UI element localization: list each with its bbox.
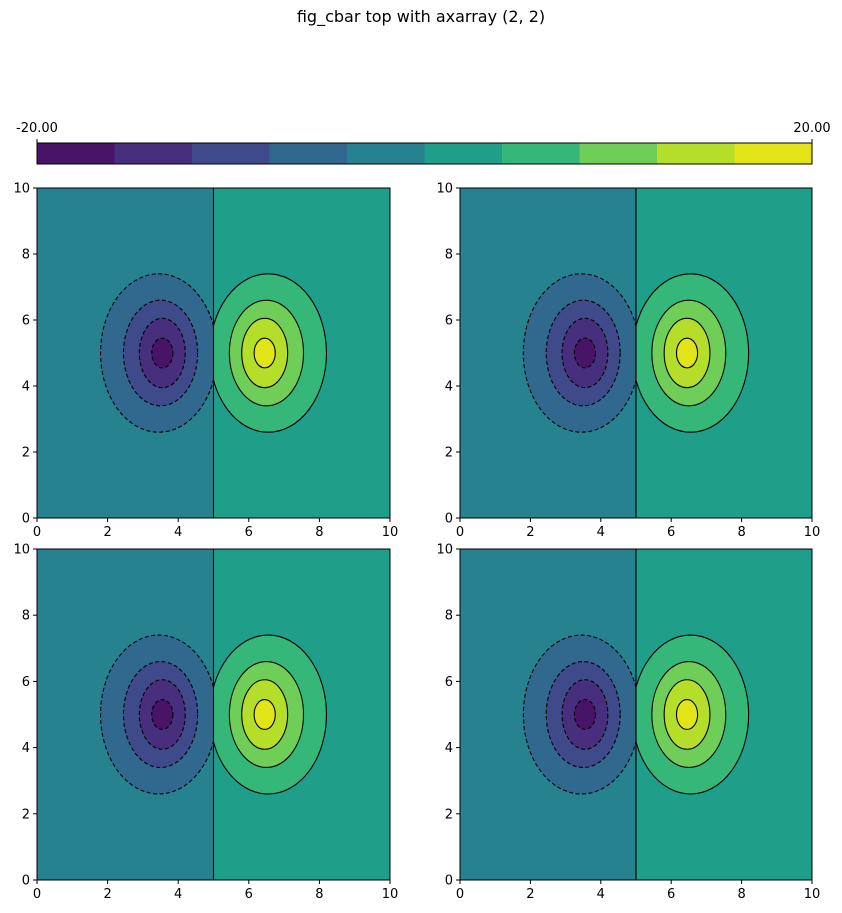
axes-frame <box>459 187 813 519</box>
y-tick-label: 10 <box>436 182 453 197</box>
x-tick-label: 2 <box>103 525 111 540</box>
colorbar-max-label: 20.00 <box>793 121 830 136</box>
y-tick-label: 6 <box>22 675 30 690</box>
x-tick-label: 0 <box>33 525 41 540</box>
positive-lobe <box>213 273 327 433</box>
x-tick-label: 2 <box>103 887 111 902</box>
x-tick-label: 4 <box>174 525 182 540</box>
colorbar-segment-2 <box>192 143 271 164</box>
y-tick-label: 4 <box>445 380 453 395</box>
positive-lobe <box>213 634 327 795</box>
positive-lobe <box>636 634 750 795</box>
x-tick-label: 0 <box>456 887 464 902</box>
x-tick-label: 4 <box>597 887 605 902</box>
axes-frame <box>36 548 391 881</box>
axes-frame <box>459 548 813 881</box>
axes-bottom-right: 0 2 4 6 8 10 0 2 4 6 8 10 <box>436 543 820 903</box>
y-tick-label: 6 <box>445 314 453 329</box>
contour-positive-level-3 <box>675 337 699 369</box>
contour-positive-level-3 <box>253 699 276 730</box>
colorbar-segment-3 <box>269 143 348 164</box>
x-tick-label: 2 <box>526 525 534 540</box>
contour-positive-level-3 <box>253 337 276 369</box>
figure-title: fig_cbar top with axarray (2, 2) <box>296 7 546 26</box>
y-tick-label: 4 <box>22 741 30 756</box>
x-tick-label: 6 <box>245 525 253 540</box>
y-tick-label: 2 <box>445 446 453 461</box>
colorbar-segment-4 <box>347 143 426 164</box>
plot-area-top-left <box>37 188 390 518</box>
x-tick-label: 6 <box>667 525 675 540</box>
x-tick-label: 4 <box>174 887 182 902</box>
y-tick-label: 10 <box>13 182 30 197</box>
x-tick-label: 10 <box>382 525 399 540</box>
negative-lobe <box>100 634 214 795</box>
colorbar-segment-0 <box>37 143 116 164</box>
colorbar-segment-5 <box>424 143 503 164</box>
x-tick-label: 8 <box>315 525 323 540</box>
colorbar-segment-7 <box>579 143 658 164</box>
y-tick-label: 0 <box>22 874 30 889</box>
plot-area-bottom-left <box>37 549 390 880</box>
contour-negative-level-3 <box>151 699 174 730</box>
axes-top-right: 0 2 4 6 8 10 0 2 4 6 8 10 <box>436 182 820 541</box>
y-tick-label: 8 <box>445 609 453 624</box>
contour-positive-level-3 <box>675 699 699 730</box>
y-tick-label: 0 <box>22 512 30 527</box>
negative-lobe <box>522 634 636 795</box>
y-tick-label: 0 <box>445 874 453 889</box>
x-tick-label: 8 <box>737 525 745 540</box>
axes-top-left: 0 2 4 6 8 10 0 2 4 6 8 10 <box>13 182 398 541</box>
y-tick-label: 6 <box>445 675 453 690</box>
colorbar-frame <box>36 142 813 165</box>
y-tick-label: 8 <box>22 248 30 263</box>
colorbar-segment-9 <box>734 143 813 164</box>
colorbar-min-label: -20.00 <box>16 121 58 136</box>
y-tick-label: 4 <box>445 741 453 756</box>
contour-negative-level-3 <box>151 337 174 369</box>
x-tick-label: 10 <box>804 887 821 902</box>
y-tick-label: 8 <box>22 609 30 624</box>
negative-lobe <box>100 273 214 433</box>
y-tick-label: 10 <box>13 543 30 558</box>
y-tick-label: 4 <box>22 380 30 395</box>
contour-negative-level-3 <box>573 699 597 730</box>
x-tick-label: 8 <box>737 887 745 902</box>
x-tick-label: 10 <box>804 525 821 540</box>
x-tick-label: 6 <box>245 887 253 902</box>
positive-lobe <box>636 273 750 433</box>
y-tick-label: 2 <box>22 446 30 461</box>
y-tick-label: 0 <box>445 512 453 527</box>
y-tick-label: 6 <box>22 314 30 329</box>
colorbar-segment-6 <box>502 143 581 164</box>
x-tick-label: 4 <box>597 525 605 540</box>
colorbar-segment-1 <box>114 143 193 164</box>
axes-bottom-left: 0 2 4 6 8 10 0 2 4 6 8 10 <box>13 543 398 903</box>
contour-negative-level-3 <box>573 337 597 369</box>
x-tick-label: 2 <box>526 887 534 902</box>
colorbar-segment-8 <box>657 143 736 164</box>
x-tick-label: 0 <box>456 525 464 540</box>
x-tick-label: 0 <box>33 887 41 902</box>
axes-frame <box>36 187 391 519</box>
y-tick-label: 10 <box>436 543 453 558</box>
negative-lobe <box>522 273 636 433</box>
y-tick-label: 2 <box>445 807 453 822</box>
x-tick-label: 8 <box>315 887 323 902</box>
y-tick-label: 8 <box>445 248 453 263</box>
x-tick-label: 6 <box>667 887 675 902</box>
plot-area-top-right <box>460 188 812 518</box>
plot-area-bottom-right <box>460 549 812 880</box>
y-tick-label: 2 <box>22 807 30 822</box>
x-tick-label: 10 <box>382 887 399 902</box>
colorbar: -20.00 20.00 <box>16 121 831 165</box>
